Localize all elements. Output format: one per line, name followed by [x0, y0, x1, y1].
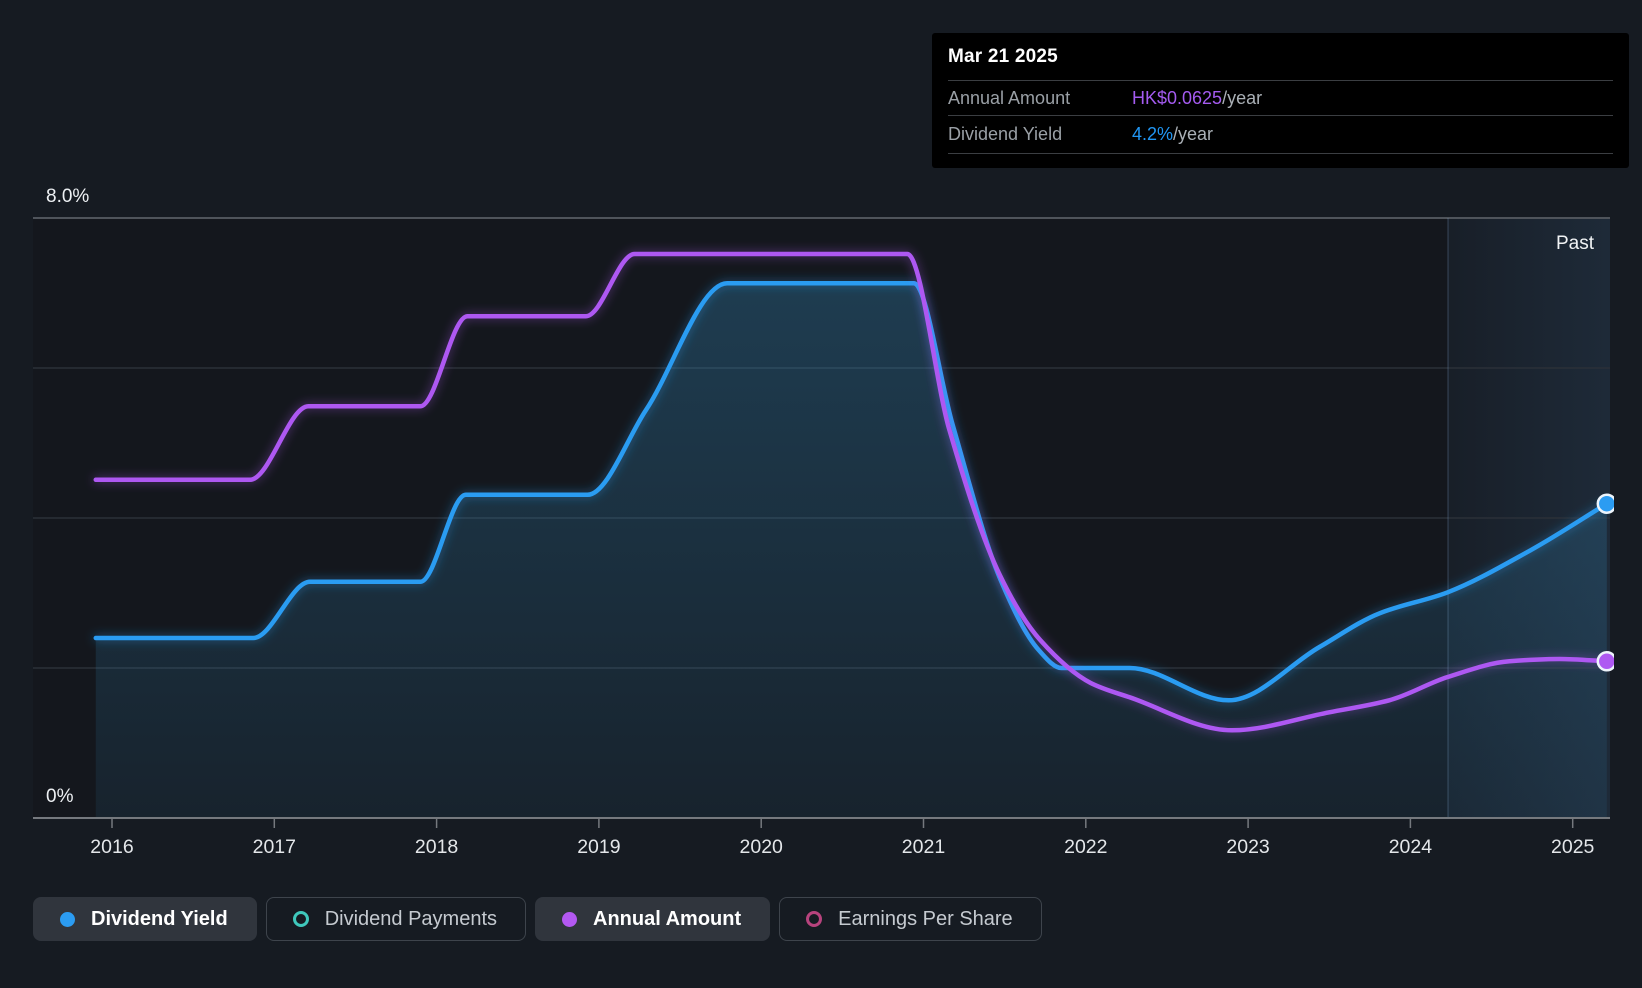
chart-legend: Dividend Yield Dividend Payments Annual Am… [33, 897, 1042, 941]
tooltip-divider [948, 153, 1613, 154]
legend-item-dividend-yield[interactable]: Dividend Yield [33, 897, 257, 941]
x-label-2018: 2018 [415, 836, 458, 858]
series-group [93, 218, 1614, 818]
chart-tooltip: Mar 21 2025 Annual Amount HK$0.0625/year D… [932, 33, 1629, 168]
tooltip-row-label: Annual Amount [948, 87, 1071, 108]
legend-item-label: Dividend Yield [91, 907, 228, 930]
x-label-2019: 2019 [577, 836, 620, 858]
x-label-2017: 2017 [253, 836, 296, 858]
legend-item-annual-amount[interactable]: Annual Amount [535, 897, 771, 941]
dividend-yield-end-marker [1596, 493, 1614, 514]
dividend-yield-area [95, 283, 1607, 818]
legend-item-earnings-per-share[interactable]: Earnings Per Share [779, 897, 1042, 941]
legend-item-label: Dividend Payments [324, 907, 498, 930]
x-label-2025: 2025 [1551, 836, 1595, 858]
legend-item-label: Earnings Per Share [838, 907, 1013, 930]
x-axis-labels: 2016 2017 2018 2019 2020 2021 2022 2023 2024 2025 [90, 836, 1594, 858]
tooltip-row-value: 4.2% [1132, 124, 1174, 144]
tooltip-row-suffix: /year [1173, 124, 1214, 144]
tooltip-row: Dividend Yield 4.2%/year [948, 115, 1613, 153]
dividend-yield-line [93, 281, 1610, 703]
past-label: Past [1556, 233, 1595, 254]
dividend-yield-marker-icon [60, 911, 75, 927]
tooltip-date: Mar 21 2025 [948, 45, 1058, 67]
annual-amount-line [93, 251, 1610, 733]
x-label-2021: 2021 [902, 836, 945, 858]
x-label-2016: 2016 [90, 836, 133, 858]
earnings-per-share-marker-icon [806, 911, 823, 927]
tooltip-row: Annual Amount HK$0.0625/year [948, 80, 1613, 115]
y-axis-top-label: 8.0% [46, 186, 89, 207]
tooltip-row-label: Dividend Yield [948, 124, 1063, 144]
annual-amount-end-marker [1596, 651, 1614, 672]
y-axis-bottom-label: 0% [46, 786, 74, 807]
dividend-payments-marker-icon [292, 911, 309, 927]
x-label-2022: 2022 [1064, 836, 1107, 858]
annual-amount-marker-icon [562, 911, 578, 927]
x-label-2023: 2023 [1226, 836, 1269, 858]
legend-item-dividend-payments[interactable]: Dividend Payments [265, 897, 527, 941]
tooltip-row-value: HK$0.0625 [1132, 87, 1223, 108]
tooltip-row-suffix: /year [1222, 87, 1263, 108]
x-label-2020: 2020 [740, 836, 784, 858]
legend-item-label: Annual Amount [593, 907, 742, 930]
x-axis-ticks [111, 819, 1574, 828]
x-label-2024: 2024 [1389, 836, 1433, 858]
